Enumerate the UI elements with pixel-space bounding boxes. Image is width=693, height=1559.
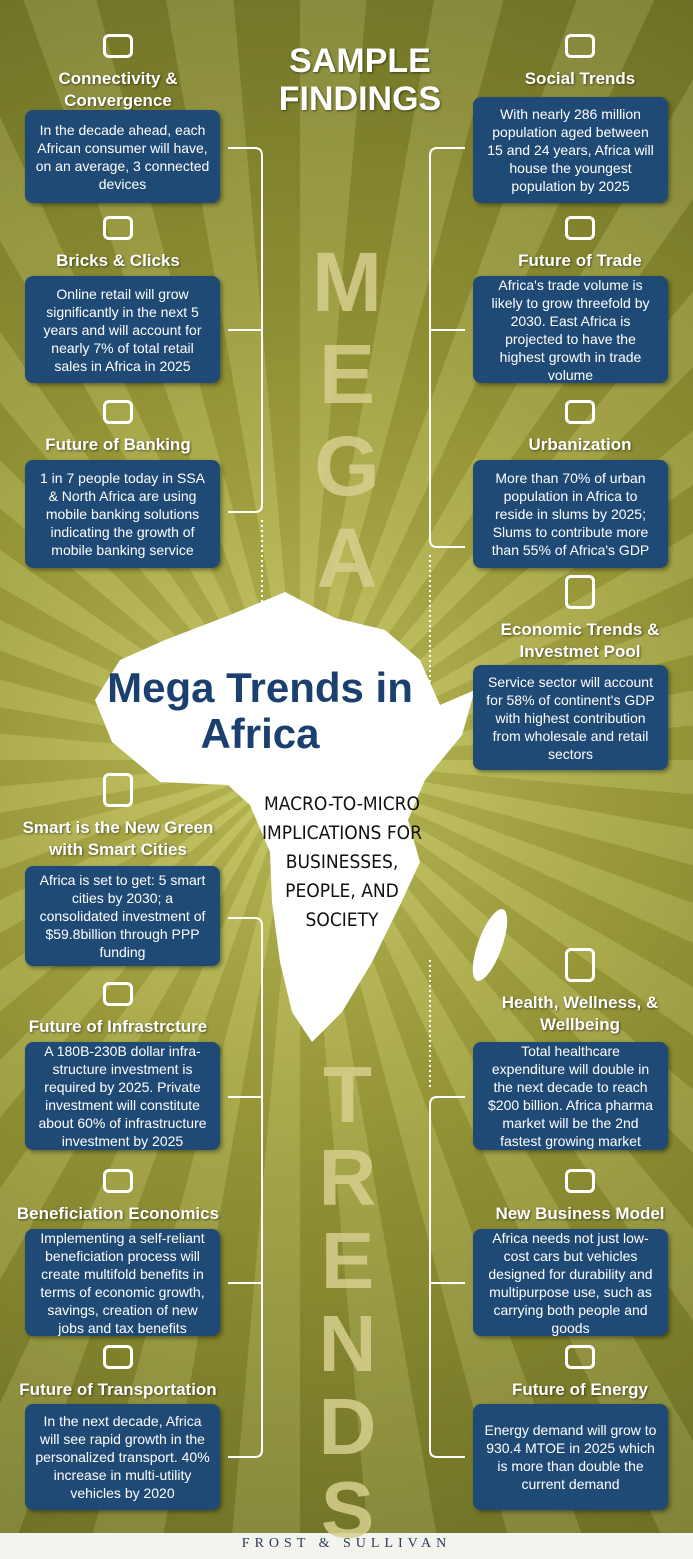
icon (565, 1345, 595, 1369)
section-text: Energy demand will grow to 930.4 MTOE in… (473, 1404, 668, 1510)
section-heading: Social Trends (524, 69, 636, 88)
section-heading: Bricks & Clicks (56, 251, 180, 270)
section-heading: Future of Transportation (19, 1380, 217, 1399)
title: SAMPLE FINDINGS (278, 42, 442, 118)
icon (565, 34, 595, 58)
section-heading: Health, Wellness, & Wellbeing (501, 993, 659, 1034)
icon (565, 1169, 595, 1193)
footer-bar (0, 1533, 693, 1559)
icon (103, 34, 133, 58)
section-text: With nearly 286 million population aged … (473, 97, 668, 203)
icon (103, 773, 133, 807)
connectors (228, 147, 465, 1458)
center-subtitle: MACRO-TO-MICRO IMPLICATIONS FOR BUSINESS… (262, 793, 422, 931)
icon (103, 216, 133, 240)
section-text: More than 70% of urban population in Afr… (473, 460, 668, 568)
section-text: Implementing a self-reliant beneficiatio… (25, 1229, 220, 1336)
section-text: Africa is set to get: 5 smart cities by … (25, 866, 220, 966)
section-heading: Future of Energy (511, 1380, 648, 1399)
section-heading: Beneficiation Economics (16, 1204, 220, 1223)
mega-letters: MEGA (300, 235, 394, 603)
section-heading: Urbanization (528, 435, 632, 454)
section-heading: Future of Banking (45, 435, 191, 454)
section-text: In the next decade, Africa will see rapi… (25, 1404, 220, 1510)
section-text: Africa needs not just low-cost cars but … (473, 1229, 668, 1336)
madagascar (472, 909, 508, 981)
icon (565, 216, 595, 240)
section-text: Online retail will grow significantly in… (25, 276, 220, 383)
section-text: A 180B-230B dollar infra-structure inves… (25, 1042, 220, 1150)
section-heading: Connectivity & Convergence (58, 69, 178, 110)
dotted-connectors (261, 520, 465, 1090)
icon (103, 400, 133, 424)
section-text: In the decade ahead, each African consum… (25, 110, 220, 203)
icon (103, 1169, 133, 1193)
icon (103, 982, 133, 1006)
footer-brand: FROST & SULLIVAN (241, 1536, 452, 1551)
section-heading: Smart is the New Green with Smart Cities (22, 818, 214, 859)
section-heading: New Business Model (495, 1204, 665, 1223)
icon (565, 948, 595, 982)
center-title: Mega Trends in Africa (107, 664, 413, 757)
section-heading: Economic Trends & Investmet Pool (500, 620, 660, 661)
africa-map (95, 592, 475, 1042)
icon (565, 400, 595, 424)
icon (565, 575, 595, 609)
section-text: Total healthcare expenditure will double… (473, 1042, 668, 1150)
icon (103, 1345, 133, 1369)
trends-letters: TRENDS (303, 1050, 392, 1548)
section-heading: Future of Trade (518, 251, 642, 270)
section-text: 1 in 7 people today in SSA & North Afric… (25, 460, 220, 568)
section-text: Service sector will account for 58% of c… (473, 665, 668, 770)
section-text: Africa's trade volume is likely to grow … (473, 276, 668, 383)
section-heading: Future of Infrastrcture (28, 1017, 208, 1036)
